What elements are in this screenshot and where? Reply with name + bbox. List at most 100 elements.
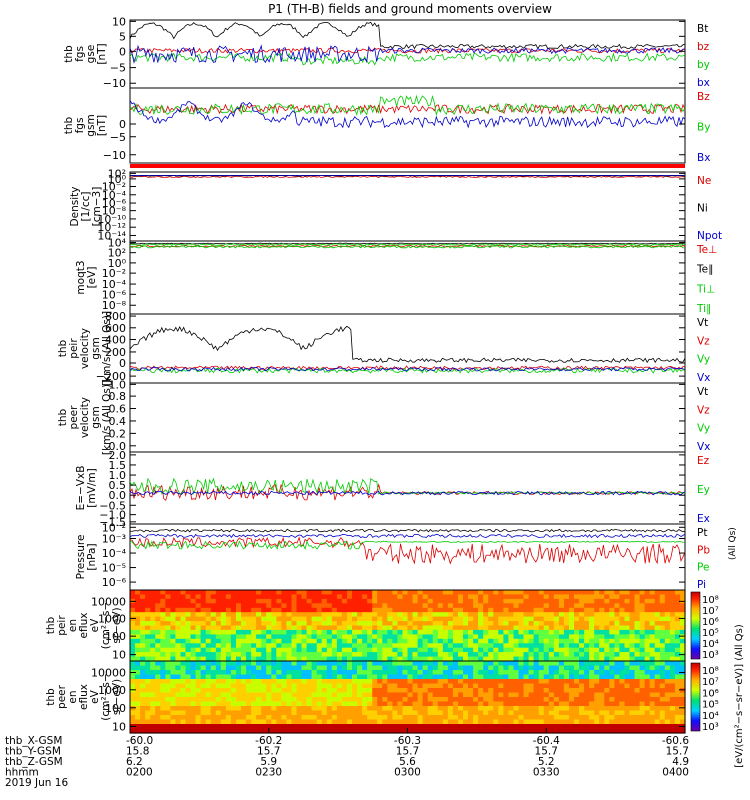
spectrogram-cell: [594, 697, 600, 703]
spectrogram-cell: [518, 652, 525, 658]
spectrogram-cell: [341, 621, 348, 627]
spectrogram-cell: [619, 647, 625, 653]
spectrogram-cell: [276, 625, 282, 631]
spectrogram-cell: [261, 670, 267, 676]
series-line-Te∥: [129, 242, 686, 245]
spectrogram-cell: [493, 612, 499, 618]
spectrogram-cell: [533, 697, 540, 703]
spectrogram-cell: [437, 679, 444, 685]
spectrogram-cell: [311, 715, 318, 721]
spectrogram-cell: [584, 719, 590, 725]
spectrogram-cell: [558, 665, 565, 671]
spectrogram-cell: [432, 692, 439, 698]
spectrogram-cell: [296, 616, 303, 622]
panel-frame: [129, 87, 686, 164]
spectrogram-cell: [599, 594, 605, 600]
spectrogram-cell: [220, 701, 227, 707]
spectrogram-cell: [271, 590, 277, 595]
spectrogram-cell: [553, 643, 560, 649]
spectrogram-cell: [493, 629, 499, 635]
colorbar-label: [eV/(cm²−s−sr−eV)] (All Qs): [734, 624, 745, 768]
spectrogram-cell: [478, 621, 484, 627]
spectrogram-cell: [367, 665, 373, 671]
spectrogram-cell: [574, 679, 580, 685]
spectrogram-cell: [392, 652, 398, 658]
spectrogram-cell: [135, 603, 141, 609]
spectrogram-cell: [276, 652, 282, 658]
spectrogram-cell: [508, 607, 514, 613]
spectrogram-cell: [215, 724, 222, 730]
spectrogram-cell: [528, 719, 535, 725]
spectrogram-cell: [387, 612, 393, 618]
spectrogram-cell: [417, 629, 424, 635]
spectrogram-cell: [483, 697, 489, 703]
spectrogram-cell: [543, 647, 550, 653]
spectrogram-cell: [261, 598, 267, 604]
spectrogram-cell: [548, 715, 555, 721]
spectrogram-cell: [150, 621, 156, 627]
spectrogram-cell: [306, 621, 313, 627]
spectrogram-cell: [463, 590, 469, 595]
spectrogram-cell: [140, 674, 146, 680]
spectrogram-cell: [241, 679, 247, 685]
spectrogram-cell: [548, 603, 555, 609]
spectrogram-cell: [594, 674, 600, 680]
spectrogram-cell: [185, 679, 192, 685]
spectrogram-cell: [503, 688, 509, 694]
spectrogram-cell: [674, 647, 681, 653]
spectrogram-cell: [372, 670, 378, 676]
spectrogram-cell: [563, 724, 570, 730]
spectrogram-cell: [372, 647, 378, 653]
spectrogram-cell: [311, 629, 318, 635]
spectrogram-cell: [680, 697, 686, 703]
spectrogram-cell: [261, 674, 267, 680]
spectrogram-cell: [468, 590, 474, 595]
spectrogram-cell: [523, 665, 530, 671]
spectrogram-cell: [609, 683, 615, 689]
spectrogram-cell: [372, 706, 378, 712]
spectrogram-cell: [579, 674, 585, 680]
spectrogram-cell: [362, 706, 368, 712]
spectrogram-cell: [336, 643, 343, 649]
spectrogram-cell: [437, 634, 444, 640]
spectrogram-cell: [508, 683, 514, 689]
spectrogram-cell: [402, 598, 409, 604]
spectrogram-cell: [609, 590, 615, 595]
spectrogram-cell: [538, 643, 545, 649]
spectrogram-cell: [175, 674, 181, 680]
spectrogram-cell: [251, 590, 257, 595]
spectrogram-cell: [165, 688, 171, 694]
spectrogram-cell: [362, 652, 368, 658]
spectrogram-cell: [276, 697, 282, 703]
spectrogram-cell: [261, 701, 267, 707]
spectrogram-cell: [175, 661, 181, 667]
spectrogram-cell: [175, 656, 181, 662]
spectrogram-cell: [579, 728, 585, 734]
spectrogram-cell: [205, 643, 212, 649]
spectrogram-cell: [589, 590, 595, 595]
spectrogram-cell: [437, 638, 444, 644]
x-tick-label: 5.2: [538, 756, 555, 768]
spectrogram-cell: [145, 710, 151, 716]
x-tick-label: 0330: [533, 767, 560, 779]
spectrogram-cell: [230, 719, 237, 725]
spectrogram-cell: [543, 715, 550, 721]
spectrogram-cell: [604, 647, 610, 653]
spectrogram-cell: [558, 616, 565, 622]
spectrogram-cell: [563, 701, 570, 707]
spectrogram-cell: [160, 607, 166, 613]
spectrogram-cell: [397, 607, 403, 613]
spectrogram-cell: [629, 683, 636, 689]
spectrogram-cell: [195, 710, 202, 716]
spectrogram-cell: [321, 701, 328, 707]
spectrogram-cell: [296, 607, 303, 613]
spectrogram-cell: [367, 701, 373, 707]
spectrogram-cell: [246, 612, 252, 618]
spectrogram-cell: [357, 665, 363, 671]
spectrogram-cell: [639, 594, 646, 600]
spectrogram-cell: [382, 710, 388, 716]
spectrogram-cell: [195, 679, 202, 685]
spectrogram-cell: [170, 665, 176, 671]
spectrogram-cell: [306, 629, 313, 635]
spectrogram-cell: [135, 688, 141, 694]
